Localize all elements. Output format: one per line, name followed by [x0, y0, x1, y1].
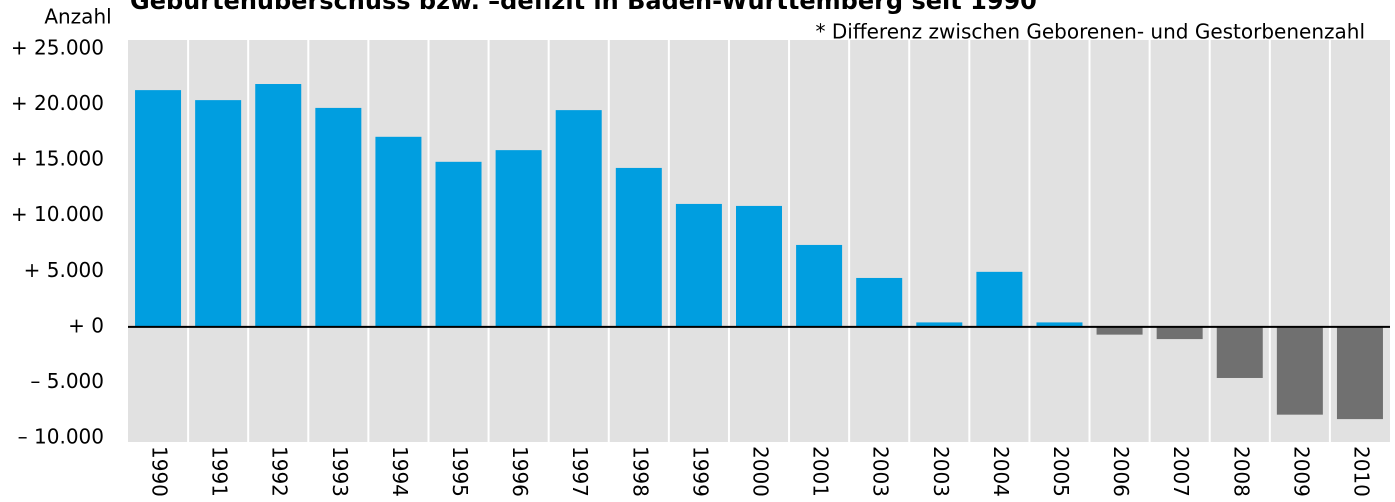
- y-tick-label: – 10.000: [18, 425, 104, 449]
- y-tick-label: + 25.000: [11, 36, 104, 60]
- x-tick-label: 1998: [628, 446, 652, 497]
- bar: [135, 90, 182, 327]
- bar: [615, 167, 662, 327]
- y-tick-label: + 15.000: [11, 147, 104, 171]
- bar: [555, 110, 602, 327]
- y-tick-label: + 0: [68, 313, 104, 337]
- bar: [1216, 326, 1263, 378]
- x-tick-label: 2010: [1349, 446, 1373, 497]
- x-tick-label: 1997: [568, 446, 592, 497]
- bar: [435, 161, 482, 327]
- bar: [495, 150, 542, 327]
- y-tick-label: + 5.000: [24, 258, 104, 282]
- bar: [315, 107, 362, 327]
- bar: [1096, 326, 1143, 335]
- x-tick-label: 2005: [1049, 446, 1073, 497]
- x-tick-label: 1996: [508, 446, 532, 497]
- x-tick-label: 1990: [148, 446, 172, 497]
- chart-title: Geburtenüberschuss bzw. –defizit in Bade…: [130, 0, 1037, 15]
- x-tick-label: 2006: [1109, 446, 1133, 497]
- bar: [1336, 326, 1383, 420]
- x-tick-label: 2004: [989, 446, 1013, 497]
- bar: [255, 84, 302, 327]
- y-tick-label: + 20.000: [11, 91, 104, 115]
- bar: [195, 100, 242, 327]
- bar: [1156, 326, 1203, 340]
- bar: [375, 136, 422, 327]
- bar: [1276, 326, 1323, 415]
- chart-subtitle: * Differenz zwischen Geborenen- und Gest…: [816, 20, 1365, 44]
- x-tick-label: 2009: [1289, 446, 1313, 497]
- x-tick-label: 1992: [268, 446, 292, 497]
- x-tick-label: 2003: [929, 446, 953, 497]
- x-tick-label: 1994: [388, 446, 412, 497]
- bar: [856, 277, 903, 327]
- bar: [976, 271, 1023, 327]
- bar: [916, 322, 963, 327]
- x-tick-label: 2008: [1229, 446, 1253, 497]
- bar: [1036, 322, 1083, 327]
- bar: [736, 205, 782, 327]
- x-tick-label: 1999: [688, 446, 712, 497]
- x-tick-label: 2003: [869, 446, 893, 497]
- x-tick-label: 1993: [328, 446, 352, 497]
- x-tick-label: 2000: [749, 446, 773, 497]
- x-tick-label: 1995: [448, 446, 472, 497]
- y-tick-label: + 10.000: [11, 202, 104, 226]
- y-axis-label: Anzahl: [44, 5, 111, 29]
- y-tick-label: – 5.000: [30, 369, 104, 393]
- x-tick-label: 2001: [809, 446, 833, 497]
- x-tick-label: 1991: [208, 446, 232, 497]
- bar: [796, 244, 843, 327]
- bar: [675, 203, 722, 327]
- x-tick-label: 2007: [1169, 446, 1193, 497]
